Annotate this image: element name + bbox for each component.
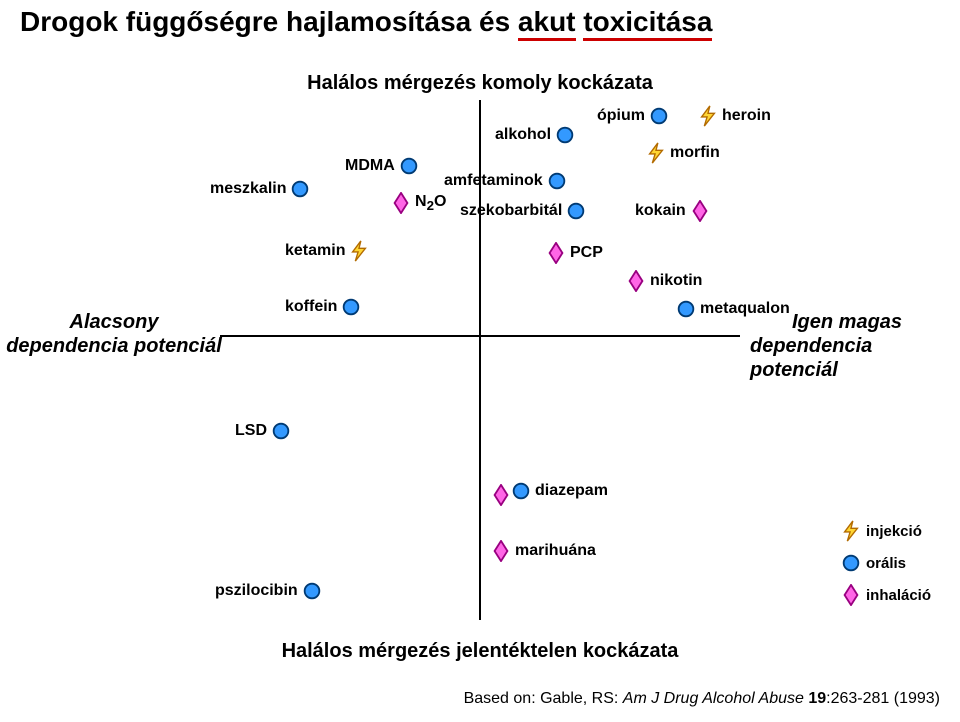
point-mdma: MDMA — [345, 155, 420, 177]
legend-label: inhaláció — [866, 587, 931, 604]
point-nikotin: nikotin — [625, 270, 702, 292]
point-alkohol: alkohol — [495, 124, 576, 146]
diamond-icon — [490, 484, 512, 506]
axis-label-left: Alacsony dependencia potenciál — [4, 310, 224, 358]
citation-volume: 19 — [808, 690, 826, 707]
point-label: morfin — [670, 144, 720, 162]
point-marihuana: marihuána — [490, 540, 596, 562]
point-label: ketamin — [285, 242, 345, 260]
circle-icon — [340, 296, 362, 318]
page: Drogok függőségre hajlamosítása és akut … — [0, 0, 960, 722]
point-pszilocibin: pszilocibin — [215, 580, 323, 602]
point-label: metaqualon — [700, 300, 790, 318]
bolt-icon — [840, 520, 866, 542]
circle-icon — [565, 200, 587, 222]
subtitle-bottom: Halálos mérgezés jelentéktelen kockázata — [215, 640, 745, 663]
point-label: MDMA — [345, 157, 395, 175]
circle-icon — [546, 170, 568, 192]
point-label: koffein — [285, 298, 337, 316]
point-morfin: morfin — [645, 142, 720, 164]
point-label: nikotin — [650, 272, 702, 290]
legend: injekció orális inhaláció — [840, 520, 931, 616]
point-label: alkohol — [495, 126, 551, 144]
legend-label: orális — [866, 555, 906, 572]
point-label: marihuána — [515, 542, 596, 560]
point-label: meszkalin — [210, 180, 286, 198]
bolt-icon — [697, 105, 719, 127]
point-ketamin: ketamin — [285, 240, 370, 262]
citation-prefix: Based on: Gable, RS: — [464, 690, 623, 707]
subtitle-top: Halálos mérgezés komoly kockázata — [280, 72, 680, 95]
point-label: ópium — [597, 107, 645, 125]
title-pre: Drogok függőségre hajlamosítása és — [20, 6, 518, 37]
point-label: diazepam — [535, 482, 608, 500]
legend-row-injection: injekció — [840, 520, 931, 542]
point-szekobarbital: szekobarbitál — [460, 200, 587, 222]
circle-icon — [648, 105, 670, 127]
point-diazepam: diazepam — [510, 480, 608, 502]
point-pcp: PCP — [545, 242, 603, 264]
point-label: heroin — [722, 107, 771, 125]
bolt-icon — [645, 142, 667, 164]
point-koffein: koffein — [285, 296, 362, 318]
point-kokain: kokain — [635, 200, 711, 222]
page-title: Drogok függőségre hajlamosítása és akut … — [20, 6, 712, 38]
citation-rest: :263-281 (1993) — [826, 690, 940, 707]
title-underlined-1: akut — [518, 6, 576, 41]
scatter-plot: alkoholópiumheroinmorfinMDMAamfetaminokm… — [220, 100, 740, 620]
point-lsd: LSD — [235, 420, 292, 442]
circle-icon — [301, 580, 323, 602]
point-amfetaminok: amfetaminok — [444, 170, 568, 192]
point-label: LSD — [235, 422, 267, 440]
bolt-icon — [348, 240, 370, 262]
point-metaqualon: metaqualon — [675, 298, 790, 320]
legend-row-inhalation: inhaláció — [840, 584, 931, 606]
point-meszkalin: meszkalin — [210, 178, 311, 200]
point-opium: ópium — [597, 105, 670, 127]
title-underlined-2: toxicitása — [583, 6, 712, 41]
diamond-icon — [625, 270, 647, 292]
circle-icon — [398, 155, 420, 177]
diamond-icon — [490, 540, 512, 562]
diamond-icon — [390, 192, 412, 214]
point-label: szekobarbitál — [460, 202, 562, 220]
circle-icon — [840, 552, 866, 574]
circle-icon — [510, 480, 532, 502]
legend-row-oral: orális — [840, 552, 931, 574]
circle-icon — [675, 298, 697, 320]
axis-left-line-2: dependencia potenciál — [6, 335, 222, 357]
point-heroin: heroin — [697, 105, 771, 127]
point-label: pszilocibin — [215, 582, 298, 600]
point-label: PCP — [570, 244, 603, 262]
circle-icon — [270, 420, 292, 442]
citation: Based on: Gable, RS: Am J Drug Alcohol A… — [340, 690, 940, 708]
diamond-icon — [545, 242, 567, 264]
citation-journal: Am J Drug Alcohol Abuse — [623, 690, 809, 707]
diamond-icon — [840, 584, 866, 606]
legend-label: injekció — [866, 523, 922, 540]
point-label: amfetaminok — [444, 172, 543, 190]
axis-label-right: Igen magas dependencia potenciál — [750, 310, 960, 382]
circle-icon — [289, 178, 311, 200]
diamond-icon — [689, 200, 711, 222]
axis-left-line-1: Alacsony — [70, 311, 159, 333]
point-n2o: N2O — [390, 192, 446, 214]
axis-right-line-2: dependencia potenciál — [750, 335, 872, 381]
point-label: N2O — [415, 193, 446, 213]
point-label: kokain — [635, 202, 686, 220]
circle-icon — [554, 124, 576, 146]
